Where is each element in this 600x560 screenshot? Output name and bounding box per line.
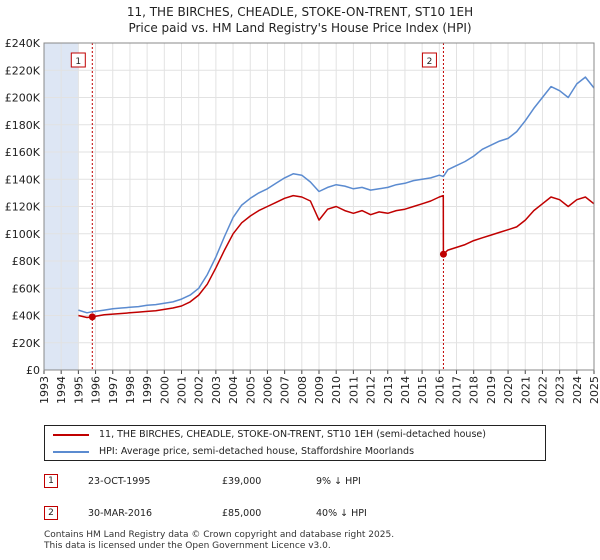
- transaction-date: 30-MAR-2016: [88, 508, 153, 519]
- x-tick-label: 2008: [296, 376, 309, 404]
- x-tick-label: 2010: [330, 376, 343, 404]
- legend-swatch-hpi: [53, 450, 89, 453]
- x-tick-label: 2007: [279, 376, 292, 404]
- hpi-series-line: [78, 76, 595, 314]
- footer-line-1: Contains HM Land Registry data © Crown c…: [44, 530, 395, 540]
- y-tick-label: £100K: [5, 228, 41, 241]
- x-tick-label: 1996: [90, 376, 103, 404]
- x-tick-label: 2002: [193, 376, 206, 404]
- x-tick-label: 2013: [382, 376, 395, 404]
- y-tick-label: £0: [26, 364, 40, 377]
- legend: 11, THE BIRCHES, CHEADLE, STOKE-ON-TRENT…: [44, 425, 546, 461]
- transaction-label: 1: [75, 57, 81, 67]
- transaction-label: 2: [427, 57, 433, 67]
- x-tick-label: 2000: [158, 376, 171, 404]
- x-tick-label: 2018: [468, 376, 481, 404]
- x-tick-label: 2011: [347, 376, 360, 404]
- sale-point-marker: [439, 250, 447, 258]
- chart-title-line-2: Price paid vs. HM Land Registry's House …: [128, 21, 472, 35]
- x-tick-label: 2016: [433, 376, 446, 404]
- x-tick-label: 2014: [399, 376, 412, 404]
- y-tick-label: £20K: [12, 337, 41, 350]
- y-tick-label: £220K: [5, 64, 41, 77]
- transaction-marker-badge: 2: [44, 506, 58, 520]
- x-tick-label: 2024: [571, 376, 584, 404]
- y-tick-label: £40K: [12, 310, 41, 323]
- y-tick-label: £180K: [5, 119, 41, 132]
- x-tick-label: 2017: [451, 376, 464, 404]
- footer-line-2: This data is licensed under the Open Gov…: [44, 541, 331, 551]
- price-chart: 1 2 £0 £20K £40K £60K £80K £100K £120K £140K £160…: [5, 37, 600, 404]
- sale-point-marker: [88, 313, 96, 321]
- legend-swatch-property: [53, 433, 89, 436]
- transaction-row: 1 23-OCT-1995 £39,000 9% ↓ HPI: [0, 472, 600, 492]
- legend-label-property: 11, THE BIRCHES, CHEADLE, STOKE-ON-TRENT…: [99, 429, 486, 440]
- legend-item-hpi: HPI: Average price, semi-detached house,…: [53, 444, 414, 460]
- x-tick-label: 2019: [485, 376, 498, 404]
- x-tick-label: 2001: [176, 376, 189, 404]
- legend-label-hpi: HPI: Average price, semi-detached house,…: [99, 446, 415, 457]
- y-tick-label: £60K: [12, 282, 41, 295]
- transaction-price: £39,000: [222, 476, 262, 487]
- x-tick-label: 1994: [55, 376, 68, 404]
- x-tick-label: 2006: [261, 376, 274, 404]
- x-tick-label: 2009: [313, 376, 326, 404]
- x-tick-label: 2021: [519, 376, 532, 404]
- x-tick-label: 1998: [124, 376, 137, 404]
- legend-item-property: 11, THE BIRCHES, CHEADLE, STOKE-ON-TRENT…: [53, 427, 486, 443]
- plot-frame: [43, 42, 595, 371]
- y-tick-label: £120K: [5, 201, 41, 214]
- x-tick-label: 2005: [244, 376, 257, 404]
- y-tick-label: £240K: [5, 37, 41, 50]
- x-tick-label: 2015: [416, 376, 429, 404]
- transaction-marker-badge: 1: [44, 474, 58, 488]
- y-tick-label: £140K: [5, 173, 41, 186]
- x-tick-label: 1997: [107, 376, 120, 404]
- transaction-label-box: [421, 52, 437, 68]
- transaction-price: £85,000: [222, 508, 262, 519]
- transaction-hpi-diff: 9% ↓ HPI: [316, 476, 361, 487]
- footer-attribution: Contains HM Land Registry data © Crown c…: [44, 530, 394, 552]
- x-tick-label: 1999: [141, 376, 154, 404]
- y-tick-label: £200K: [5, 92, 41, 105]
- x-tick-label: 2020: [502, 376, 515, 404]
- transaction-label-box: [70, 52, 86, 68]
- x-tick-label: 2003: [210, 376, 223, 404]
- x-tick-label: 2025: [588, 376, 600, 404]
- x-tick-label: 2022: [536, 376, 549, 404]
- y-tick-label: £160K: [5, 146, 41, 159]
- y-tick-label: £80K: [12, 255, 41, 268]
- x-tick-label: 2023: [554, 376, 567, 404]
- x-tick-label: 1995: [72, 376, 85, 404]
- chart-title-line-1: 11, THE BIRCHES, CHEADLE, STOKE-ON-TRENT…: [126, 5, 474, 19]
- property-series-line: [78, 194, 595, 319]
- transaction-row: 2 30-MAR-2016 £85,000 40% ↓ HPI: [0, 504, 600, 524]
- transaction-hpi-diff: 40% ↓ HPI: [316, 508, 367, 519]
- x-tick-label: 2012: [365, 376, 378, 404]
- x-tick-label: 2004: [227, 376, 240, 404]
- x-tick-label: 1993: [38, 376, 51, 404]
- transaction-date: 23-OCT-1995: [88, 476, 151, 487]
